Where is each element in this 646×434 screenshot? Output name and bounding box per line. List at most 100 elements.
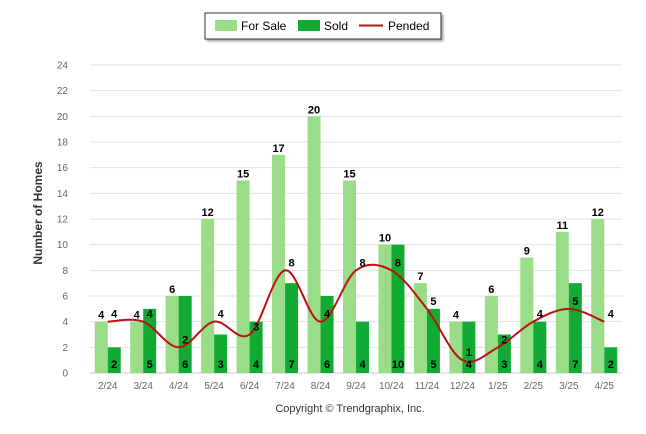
legend-swatch-sold bbox=[298, 20, 320, 31]
y-tick-label: 2 bbox=[62, 343, 68, 354]
data-label-sold: 10 bbox=[392, 359, 404, 371]
bar-for-sale bbox=[413, 283, 427, 373]
bar-for-sale bbox=[272, 154, 286, 373]
data-label-pended: 4 bbox=[218, 309, 225, 321]
x-tick-label: 1/25 bbox=[488, 381, 508, 392]
data-label-pended: 5 bbox=[572, 296, 578, 308]
bar-for-sale bbox=[520, 257, 534, 373]
bar-sold bbox=[568, 283, 582, 373]
y-tick-label: 24 bbox=[57, 61, 69, 72]
data-label-sold: 3 bbox=[501, 359, 507, 371]
data-label-sold: 3 bbox=[218, 359, 224, 371]
bar-for-sale bbox=[165, 296, 179, 373]
data-label-for-sale: 15 bbox=[343, 169, 355, 181]
x-tick-label: 5/24 bbox=[204, 381, 224, 392]
bar-for-sale bbox=[201, 219, 215, 373]
data-label-for-sale: 10 bbox=[379, 233, 391, 245]
bar-sold bbox=[604, 347, 618, 373]
data-label-for-sale: 20 bbox=[308, 104, 320, 116]
bar-sold bbox=[533, 321, 547, 373]
data-label-pended: 5 bbox=[430, 296, 436, 308]
x-tick-label: 2/24 bbox=[98, 381, 118, 392]
copyright-text: Copyright © Trendgraphix, Inc. bbox=[275, 403, 424, 415]
y-axis-label: Number of Homes bbox=[31, 161, 45, 265]
bar-for-sale bbox=[555, 231, 569, 373]
bar-sold bbox=[214, 334, 228, 373]
data-label-sold: 6 bbox=[182, 359, 188, 371]
data-label-pended: 4 bbox=[111, 309, 118, 321]
y-tick-label: 22 bbox=[57, 86, 69, 97]
y-tick-label: 0 bbox=[62, 369, 68, 380]
data-label-sold: 7 bbox=[289, 359, 295, 371]
bar-for-sale bbox=[484, 296, 498, 373]
x-tick-label: 4/24 bbox=[169, 381, 189, 392]
data-label-pended: 4 bbox=[537, 309, 544, 321]
data-label-sold: 5 bbox=[430, 359, 436, 371]
data-label-for-sale: 11 bbox=[556, 220, 568, 232]
bar-for-sale bbox=[130, 321, 144, 373]
data-label-pended: 2 bbox=[501, 334, 507, 346]
data-label-sold: 4 bbox=[466, 359, 473, 371]
y-tick-label: 10 bbox=[57, 240, 69, 251]
bars bbox=[94, 116, 618, 373]
y-tick-label: 12 bbox=[57, 215, 69, 226]
legend-label-sold: Sold bbox=[324, 19, 348, 33]
x-tick-label: 7/24 bbox=[275, 381, 295, 392]
bar-sold bbox=[356, 321, 369, 373]
data-label-sold: 7 bbox=[572, 359, 578, 371]
y-tick-label: 4 bbox=[62, 317, 68, 328]
bar-for-sale bbox=[449, 321, 463, 373]
y-tick-label: 6 bbox=[62, 292, 68, 303]
data-label-for-sale: 12 bbox=[592, 207, 604, 219]
bar-for-sale bbox=[307, 116, 321, 373]
x-tick-label: 12/24 bbox=[450, 381, 475, 392]
data-label-sold: 2 bbox=[608, 359, 614, 371]
bar-sold bbox=[497, 334, 511, 373]
bar-sold bbox=[178, 296, 192, 373]
data-labels: 424 4546621234154317782064154810108755441… bbox=[98, 104, 615, 371]
bar-for-sale bbox=[236, 180, 250, 373]
x-tick-label: 3/24 bbox=[133, 381, 153, 392]
data-label-pended: 8 bbox=[395, 257, 401, 269]
bar-sold bbox=[462, 321, 476, 373]
x-tick-label: 11/24 bbox=[415, 381, 440, 392]
x-tick-label: 9/24 bbox=[346, 381, 366, 392]
data-label-pended: 2 bbox=[182, 334, 188, 346]
data-label-pended: 1 bbox=[466, 347, 472, 359]
bar-sold bbox=[285, 283, 299, 373]
data-label-for-sale: 6 bbox=[488, 284, 494, 296]
data-label-pended: 8 bbox=[289, 257, 295, 269]
bar-sold bbox=[107, 347, 121, 373]
data-label-for-sale: 6 bbox=[169, 284, 175, 296]
legend-swatch-for-sale bbox=[215, 20, 237, 31]
x-tick-label: 8/24 bbox=[311, 381, 331, 392]
y-tick-label: 18 bbox=[57, 138, 69, 149]
x-tick-label: 3/25 bbox=[559, 381, 579, 392]
bar-sold bbox=[143, 308, 157, 373]
x-tick-label: 10/24 bbox=[379, 381, 404, 392]
data-label-sold: 4 bbox=[359, 359, 366, 371]
legend-label-for-sale: For Sale bbox=[241, 19, 287, 33]
y-tick-label: 20 bbox=[57, 112, 69, 123]
data-label-sold: 4 bbox=[253, 359, 260, 371]
bar-sold bbox=[249, 321, 263, 373]
data-label-sold: 4 bbox=[537, 359, 544, 371]
data-label-for-sale: 15 bbox=[237, 169, 249, 181]
data-label-for-sale: 4 bbox=[134, 310, 141, 322]
y-tick-label: 8 bbox=[62, 266, 68, 277]
bar-for-sale bbox=[591, 219, 605, 373]
legend-box bbox=[204, 12, 442, 40]
data-label-sold: 6 bbox=[324, 359, 330, 371]
bar-for-sale bbox=[94, 321, 108, 373]
data-label-for-sale: 17 bbox=[272, 143, 284, 155]
x-axis-ticks: 2/24 3/24 4/24 5/24 6/24 7/24 8/24 9/24 10/24 11/… bbox=[98, 381, 614, 392]
x-tick-label: 4/25 bbox=[595, 381, 615, 392]
data-label-for-sale: 4 bbox=[98, 310, 105, 322]
data-label-pended: 4 bbox=[608, 309, 615, 321]
pended-line bbox=[107, 263, 605, 363]
data-label-sold: 2 bbox=[111, 359, 117, 371]
pended-line-group bbox=[107, 263, 605, 363]
data-label-for-sale: 7 bbox=[417, 271, 423, 283]
data-label-pended: 3 bbox=[253, 322, 259, 334]
